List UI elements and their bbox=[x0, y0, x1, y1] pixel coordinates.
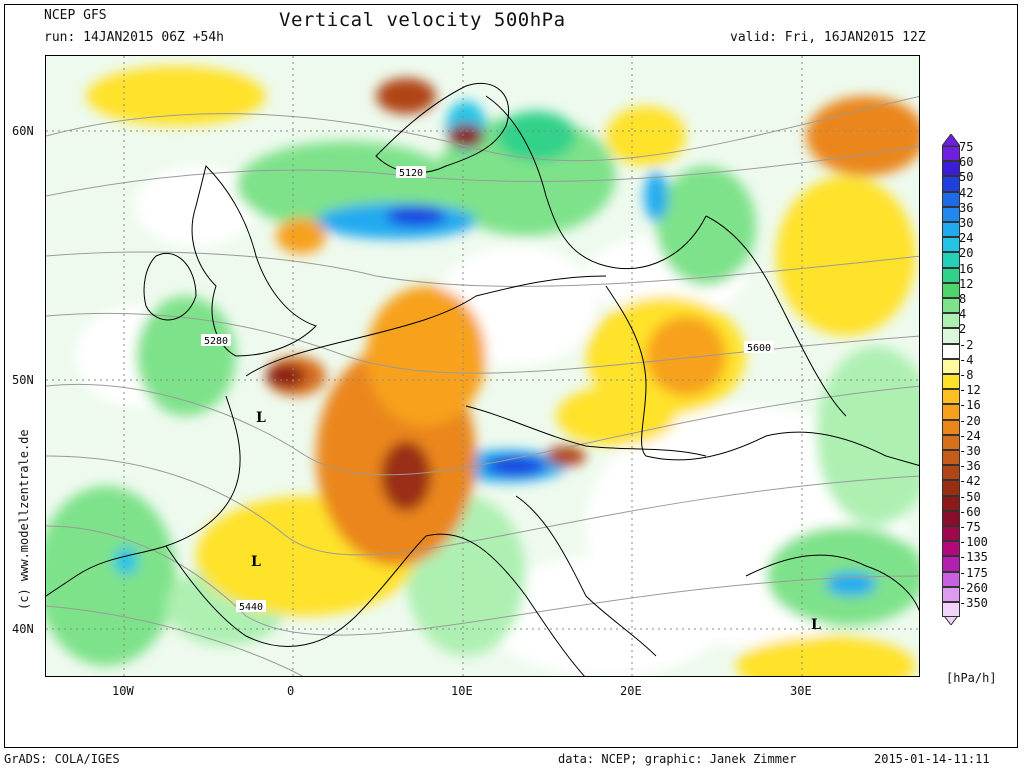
map-canvas: 5120 5280 5600 5440 L L L bbox=[46, 56, 919, 676]
legend-label: -24 bbox=[959, 428, 981, 443]
legend-top-arrow bbox=[942, 134, 960, 146]
legend-swatch bbox=[942, 313, 960, 329]
model-name: NCEP GFS bbox=[44, 8, 107, 23]
legend-label: 42 bbox=[959, 185, 974, 200]
legend-swatch bbox=[942, 374, 960, 390]
weather-map: 5120 5280 5600 5440 L L L bbox=[45, 55, 920, 677]
legend-swatch bbox=[942, 495, 960, 511]
contour-label-group: 5120 5280 5600 5440 bbox=[201, 166, 774, 613]
legend-swatch bbox=[942, 450, 960, 466]
legend-label: 36 bbox=[959, 200, 974, 215]
lon-label-20e: 20E bbox=[620, 684, 642, 698]
legend-label: 4 bbox=[959, 307, 967, 322]
plot-frame bbox=[4, 4, 1018, 748]
legend-swatch bbox=[942, 586, 960, 602]
copyright-text: (c) www.modellzentrale.de bbox=[17, 429, 31, 610]
legend-swatch bbox=[942, 267, 960, 283]
footer-timestamp: 2015-01-14-11:11 bbox=[874, 752, 990, 766]
legend-swatch bbox=[942, 237, 960, 253]
legend-label: -350 bbox=[959, 596, 988, 610]
footer-grads: GrADS: COLA/IGES bbox=[4, 752, 120, 766]
lon-label-30e: 30E bbox=[790, 684, 812, 698]
legend-label: 24 bbox=[959, 231, 974, 246]
legend-swatch bbox=[942, 404, 960, 420]
legend-label: 2 bbox=[959, 322, 967, 337]
legend-label: -42 bbox=[959, 474, 981, 489]
legend-label: -16 bbox=[959, 398, 981, 413]
legend-unit: [hPa/h] bbox=[946, 671, 997, 685]
low-marker: L bbox=[256, 410, 266, 426]
legend-label: -2 bbox=[959, 337, 974, 352]
legend-swatch bbox=[942, 526, 960, 542]
lon-label-10w: 10W bbox=[112, 684, 134, 698]
chart-title: Vertical velocity 500hPa bbox=[279, 9, 566, 31]
contour-label-5440: 5440 bbox=[239, 602, 263, 613]
legend-swatch bbox=[942, 389, 960, 405]
lon-label-0: 0 bbox=[287, 684, 295, 698]
legend-label: -135 bbox=[959, 550, 988, 565]
footer-credit: data: NCEP; graphic: Janek Zimmer bbox=[558, 752, 797, 766]
velocity-field bbox=[46, 66, 919, 676]
legend-label: -60 bbox=[959, 504, 981, 519]
geopotential-contours bbox=[46, 95, 919, 676]
legend-label: 12 bbox=[959, 276, 974, 291]
legend-label: 75 bbox=[959, 140, 974, 154]
lat-label-60n: 60N bbox=[12, 124, 34, 138]
legend-label: 60 bbox=[959, 155, 974, 170]
legend-label: 30 bbox=[959, 216, 974, 230]
legend-swatch bbox=[942, 480, 960, 496]
legend-label: 20 bbox=[959, 246, 974, 261]
coastlines bbox=[46, 82, 919, 676]
legend-label: -50 bbox=[959, 489, 981, 504]
legend-label: -175 bbox=[959, 565, 988, 580]
lat-label-40n: 40N bbox=[12, 622, 34, 636]
legend-swatch bbox=[942, 191, 960, 207]
legend-swatch bbox=[942, 465, 960, 481]
legend-swatch bbox=[942, 176, 960, 192]
legend-label: 50 bbox=[959, 170, 974, 185]
legend-swatch bbox=[942, 419, 960, 435]
legend-label: -75 bbox=[959, 520, 981, 534]
legend-label: -36 bbox=[959, 459, 981, 474]
contour-label-5600: 5600 bbox=[747, 343, 771, 354]
legend-swatch bbox=[942, 571, 960, 587]
lon-label-10e: 10E bbox=[451, 684, 473, 698]
legend-swatch bbox=[942, 146, 960, 162]
lat-label-50n: 50N bbox=[12, 373, 34, 387]
legend-swatch bbox=[942, 298, 960, 314]
legend-swatch bbox=[942, 328, 960, 344]
low-marker: L bbox=[251, 554, 261, 570]
legend-label: 8 bbox=[959, 292, 967, 306]
legend-swatch bbox=[942, 358, 960, 374]
legend-label: 16 bbox=[959, 261, 974, 276]
legend-label: -260 bbox=[959, 580, 988, 595]
legend-label: -30 bbox=[959, 444, 981, 458]
legend-swatch bbox=[942, 556, 960, 572]
low-markers: L L L bbox=[251, 410, 821, 633]
legend-label: -100 bbox=[959, 535, 988, 550]
legend-label: -12 bbox=[959, 383, 981, 398]
valid-time: valid: Fri, 16JAN2015 12Z bbox=[730, 30, 926, 45]
contour-label-5120: 5120 bbox=[399, 168, 423, 179]
legend-swatch bbox=[942, 541, 960, 557]
legend-swatch bbox=[942, 510, 960, 526]
legend-label: -20 bbox=[959, 413, 981, 428]
legend-swatch bbox=[942, 161, 960, 177]
legend-swatch bbox=[942, 343, 960, 359]
legend-swatch bbox=[942, 252, 960, 268]
legend-swatch bbox=[942, 206, 960, 222]
run-info: run: 14JAN2015 06Z +54h bbox=[44, 30, 225, 45]
contour-label-5280: 5280 bbox=[204, 336, 228, 347]
legend-swatch bbox=[942, 602, 960, 618]
legend-swatch bbox=[942, 282, 960, 298]
legend-label: -8 bbox=[959, 368, 974, 382]
legend-swatch bbox=[942, 434, 960, 450]
low-marker: L bbox=[811, 617, 821, 633]
legend-swatch bbox=[942, 222, 960, 238]
legend-label: -4 bbox=[959, 352, 974, 367]
